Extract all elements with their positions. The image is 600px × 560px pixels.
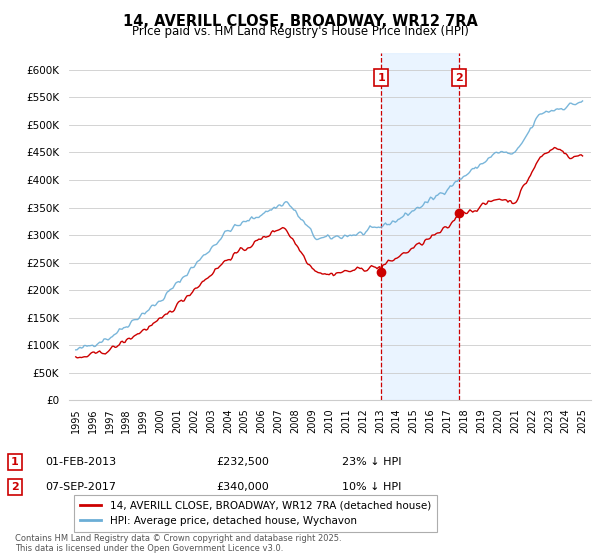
Text: 1: 1 — [11, 457, 19, 467]
Text: 07-SEP-2017: 07-SEP-2017 — [45, 482, 116, 492]
Text: Contains HM Land Registry data © Crown copyright and database right 2025.
This d: Contains HM Land Registry data © Crown c… — [15, 534, 341, 553]
Text: 10% ↓ HPI: 10% ↓ HPI — [342, 482, 401, 492]
Bar — [381, 53, 459, 400]
Text: 01-FEB-2013: 01-FEB-2013 — [45, 457, 116, 467]
Text: 1: 1 — [377, 72, 385, 82]
Text: Price paid vs. HM Land Registry's House Price Index (HPI): Price paid vs. HM Land Registry's House … — [131, 25, 469, 38]
Legend: 14, AVERILL CLOSE, BROADWAY, WR12 7RA (detached house), HPI: Average price, deta: 14, AVERILL CLOSE, BROADWAY, WR12 7RA (d… — [74, 494, 437, 533]
Text: 2: 2 — [455, 72, 463, 82]
Text: £232,500: £232,500 — [216, 457, 269, 467]
Text: 2: 2 — [11, 482, 19, 492]
Text: 23% ↓ HPI: 23% ↓ HPI — [342, 457, 401, 467]
Text: £340,000: £340,000 — [216, 482, 269, 492]
Text: 14, AVERILL CLOSE, BROADWAY, WR12 7RA: 14, AVERILL CLOSE, BROADWAY, WR12 7RA — [122, 14, 478, 29]
